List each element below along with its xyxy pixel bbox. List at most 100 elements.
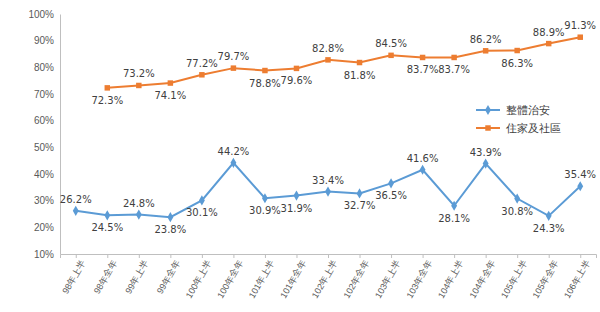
x-tick: 98年上半 [60,254,87,296]
x-axis: 98年上半98年全年99年上半99年全年100年上半100年全年101年上半10… [60,254,596,300]
y-axis: 10%20%30%40%50%60%70%80%90%100% [28,9,60,260]
legend: 整體治安住家及社區 [476,104,561,135]
data-label: 32.7% [344,200,376,211]
point [230,158,236,168]
x-tick-label: 101年全年 [278,259,308,300]
x-tick-label: 100年全年 [215,259,245,300]
data-label: 83.7% [407,64,439,75]
y-tick-label: 10% [34,249,54,260]
x-tick-mark [486,254,487,258]
y-tick: 70% [34,89,60,100]
x-tick: 105年全年 [531,254,561,300]
data-label: 72.3% [91,95,123,106]
point [546,211,552,221]
point [514,48,519,53]
data-label: 35.4% [564,169,596,180]
x-tick-mark [107,254,108,258]
point [388,53,393,58]
data-label: 83.7% [438,64,470,75]
data-labels: 26.2%24.5%24.8%23.8%30.1%44.2%30.9%31.9%… [60,20,596,235]
data-label: 28.1% [438,213,470,224]
point [483,48,488,53]
point [420,55,425,60]
legend-marker [485,125,490,130]
point [451,55,456,60]
x-tick-mark [233,254,234,258]
x-tick-mark [139,254,140,258]
point [199,72,204,77]
data-label: 86.3% [501,58,533,69]
y-tick-label: 70% [34,89,54,100]
data-label: 41.6% [407,153,439,164]
point [325,187,331,197]
data-label: 24.3% [533,223,565,234]
series-line [76,163,580,217]
x-tick-label: 99年全年 [155,259,182,296]
point [167,212,173,222]
x-tick-label: 105年全年 [531,259,561,300]
data-label: 43.9% [470,147,502,158]
x-tick-label: 102年全年 [341,259,371,300]
data-label: 36.5% [375,190,407,201]
y-tick-label: 100% [28,9,54,20]
data-label: 81.8% [344,70,376,81]
x-tick-label: 100年上半 [184,259,214,300]
x-tick-label: 98年全年 [92,259,119,296]
y-tick: 10% [34,249,60,260]
data-label: 91.3% [564,20,596,31]
point [73,206,79,216]
y-tick: 80% [34,62,60,73]
point [262,193,268,203]
x-tick-label: 98年上半 [60,259,87,296]
point [199,195,205,205]
chart: 10%20%30%40%50%60%70%80%90%100%98年上半98年全… [0,0,600,312]
y-tick-label: 80% [34,62,54,73]
x-tick-label: 103年全年 [405,259,435,300]
x-axis-line [61,255,597,259]
point [294,191,300,201]
data-label: 79.6% [281,75,313,86]
x-tick-mark [296,254,297,258]
point [294,66,299,71]
y-tick-label: 20% [34,222,54,233]
point [105,85,110,90]
point [514,193,520,203]
point [577,34,582,39]
point [420,165,426,175]
x-tick: 99年上半 [123,254,150,296]
x-tick-label: 99年上半 [123,259,150,296]
data-label: 31.9% [281,203,313,214]
x-tick-mark [360,254,361,258]
x-tick: 100年全年 [215,254,245,300]
x-tick-label: 105年上半 [499,259,529,300]
point [104,210,110,220]
x-tick-mark [423,254,424,258]
legend-label: 住家及社區 [506,122,561,135]
x-tick: 102年全年 [341,254,371,300]
x-tick: 99年全年 [155,254,182,296]
x-tick: 106年上半 [562,254,592,300]
y-tick: 50% [34,142,60,153]
y-tick: 40% [34,169,60,180]
x-tick-label: 106年上半 [562,259,592,300]
point [262,68,267,73]
data-label: 33.4% [312,175,344,186]
point [136,83,141,88]
data-label: 24.5% [91,222,123,233]
plot-area [73,34,583,222]
x-tick: 100年上半 [184,254,214,300]
x-tick-label: 103年上半 [373,259,403,300]
data-label: 23.8% [154,224,186,235]
point [483,159,489,169]
x-tick: 101年全年 [278,254,308,300]
data-label: 30.9% [249,205,281,216]
data-label: 79.7% [218,51,250,62]
point [546,41,551,46]
y-tick: 90% [34,35,60,46]
data-label: 82.8% [312,43,344,54]
x-tick-mark [265,254,266,258]
x-tick: 103年全年 [405,254,435,300]
y-tick: 20% [34,222,60,233]
y-tick-label: 40% [34,169,54,180]
x-tick: 104年全年 [468,254,498,300]
